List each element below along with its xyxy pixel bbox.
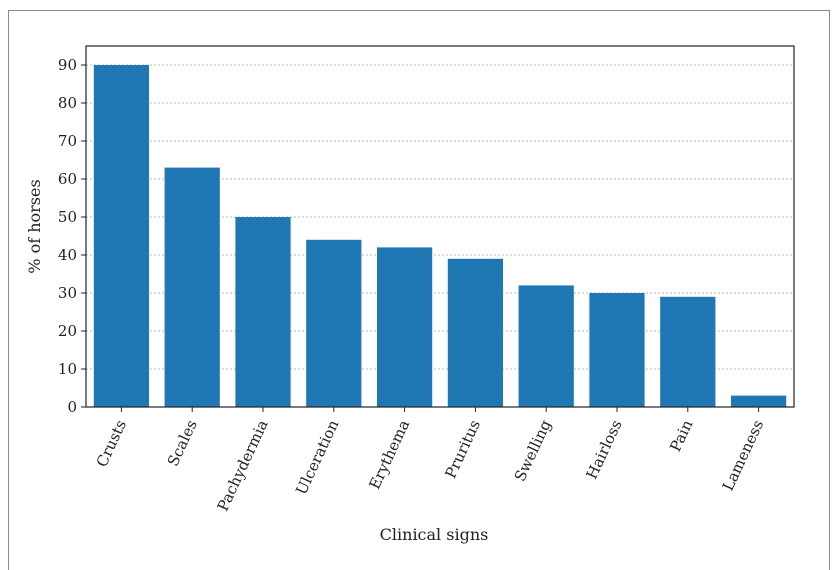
x-tick-label: Pain — [666, 417, 696, 455]
y-tick-label: 80 — [58, 94, 77, 112]
x-tick-label: Hairloss — [583, 417, 626, 482]
y-tick-label: 40 — [58, 246, 77, 264]
y-tick-label: 60 — [58, 170, 77, 188]
y-tick-label: 10 — [58, 360, 77, 378]
bar-pain — [660, 296, 716, 407]
bar-lameness — [730, 395, 787, 407]
bars — [93, 65, 787, 407]
bar-hairloss — [589, 293, 645, 407]
bar-ulceration — [306, 239, 362, 407]
y-tick-label: 30 — [58, 284, 77, 302]
bar-swelling — [518, 285, 574, 407]
y-tick-label: 70 — [58, 132, 77, 150]
y-tick-label: 90 — [58, 56, 77, 74]
x-tick-label: Ulceration — [292, 417, 342, 498]
y-axis-title: % of horses — [25, 179, 44, 273]
y-tick-label: 20 — [58, 322, 77, 340]
x-tick-label: Scales — [164, 417, 201, 469]
x-tick-label: Swelling — [511, 417, 555, 484]
x-axis-ticks: Crusts Scales Pachydermia Ulceration Erythem… — [93, 407, 767, 514]
x-tick-label: Crusts — [93, 417, 130, 470]
x-tick-label: Pachydermia — [214, 417, 272, 514]
x-tick-label: Erythema — [365, 417, 413, 492]
x-axis-title: Clinical signs — [380, 525, 489, 544]
bar-pachydermia — [235, 217, 291, 407]
bar-erythema — [376, 247, 433, 407]
x-tick-label: Pruritus — [441, 417, 484, 481]
bar-scales — [164, 167, 220, 407]
y-tick-label: 0 — [67, 398, 77, 416]
bar-crusts — [93, 65, 150, 407]
x-tick-label: Lameness — [719, 417, 767, 493]
bar-pruritus — [447, 258, 504, 407]
plot-area-frame — [85, 45, 795, 408]
y-axis-ticks: 0 10 20 30 40 50 60 70 80 90 — [58, 56, 86, 416]
y-tick-label: 50 — [58, 208, 77, 226]
